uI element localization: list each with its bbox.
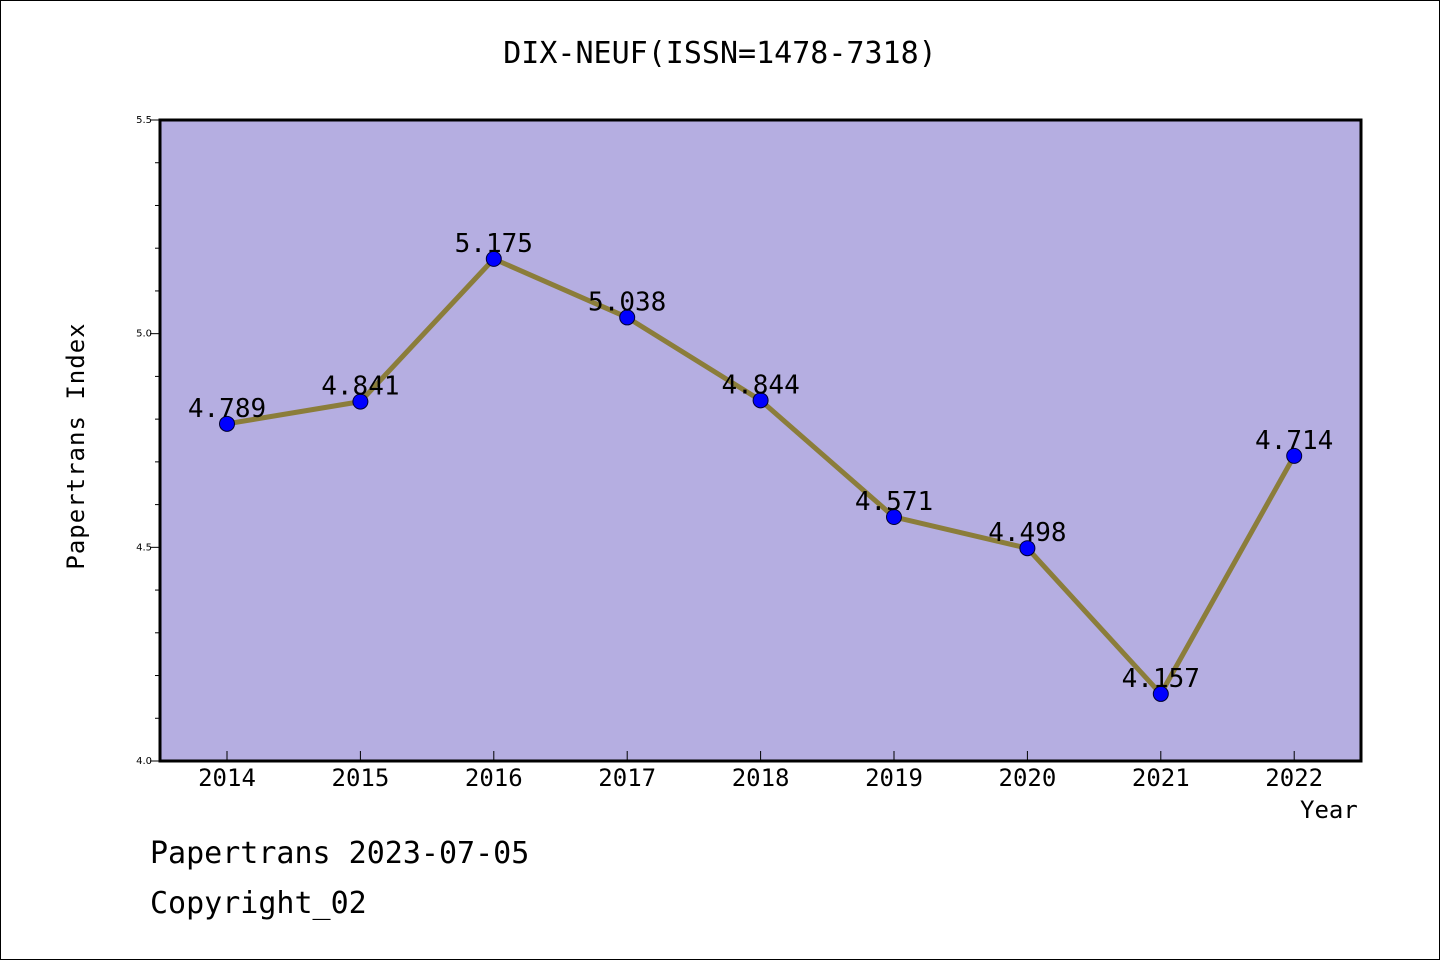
data-label-2016: 5.175	[455, 229, 533, 259]
data-label-2014: 4.789	[188, 394, 266, 424]
y-tick-label: 5.0	[136, 329, 152, 340]
x-axis-label: Year	[1300, 796, 1358, 824]
data-points	[219, 250, 1303, 702]
x-tick-label: 2016	[465, 764, 523, 792]
data-label-2019: 4.571	[855, 487, 933, 517]
x-tick-label: 2021	[1132, 764, 1190, 792]
data-point-2017	[619, 309, 636, 326]
chart-title: DIX-NEUF(ISSN=1478-7318)	[503, 36, 937, 71]
y-tick-label: 4.0	[136, 756, 152, 767]
x-tick-label: 2018	[732, 764, 790, 792]
plot-area	[160, 120, 1361, 761]
data-point-2020	[1019, 540, 1036, 557]
x-tick-label: 2015	[332, 764, 390, 792]
data-point-2015	[352, 393, 369, 410]
data-label-2020: 4.498	[988, 518, 1066, 548]
data-label-2018: 4.844	[721, 370, 799, 400]
data-point-2014	[219, 415, 235, 432]
x-tick-label: 2017	[598, 764, 656, 792]
data-label-2021: 4.157	[1122, 664, 1200, 694]
data-point-2021	[1152, 685, 1169, 702]
x-tick-label: 2020	[999, 764, 1057, 792]
x-tick-label: 2019	[865, 764, 923, 792]
data-point-2016	[485, 250, 502, 267]
y-tick-label: 4.5	[136, 542, 152, 553]
x-tick-label: 2014	[198, 764, 256, 792]
data-point-2019	[886, 508, 902, 525]
data-point-2018	[752, 392, 769, 409]
x-tick-label: 2022	[1265, 764, 1323, 792]
y-tick-label: 5.5	[136, 115, 152, 126]
footer-copyright: Copyright_02	[150, 886, 367, 921]
y-axis-ticks: 4.0 4.5 5.0 5.5	[136, 115, 160, 767]
data-point-2022	[1286, 447, 1303, 464]
footer-date: Papertrans 2023-07-05	[150, 836, 530, 871]
data-labels: 4.789 4.841 5.175 5.038 4.844 4.571 4.498 4.157…	[188, 229, 1333, 694]
x-axis-ticks: 2014 2015 2016 2017 2018 2019 2020 2021 2022	[198, 751, 1323, 792]
plot-border	[158, 118, 1363, 763]
data-label-2017: 5.038	[588, 287, 666, 317]
data-label-2022: 4.714	[1255, 426, 1333, 456]
data-label-2015: 4.841	[321, 372, 399, 402]
